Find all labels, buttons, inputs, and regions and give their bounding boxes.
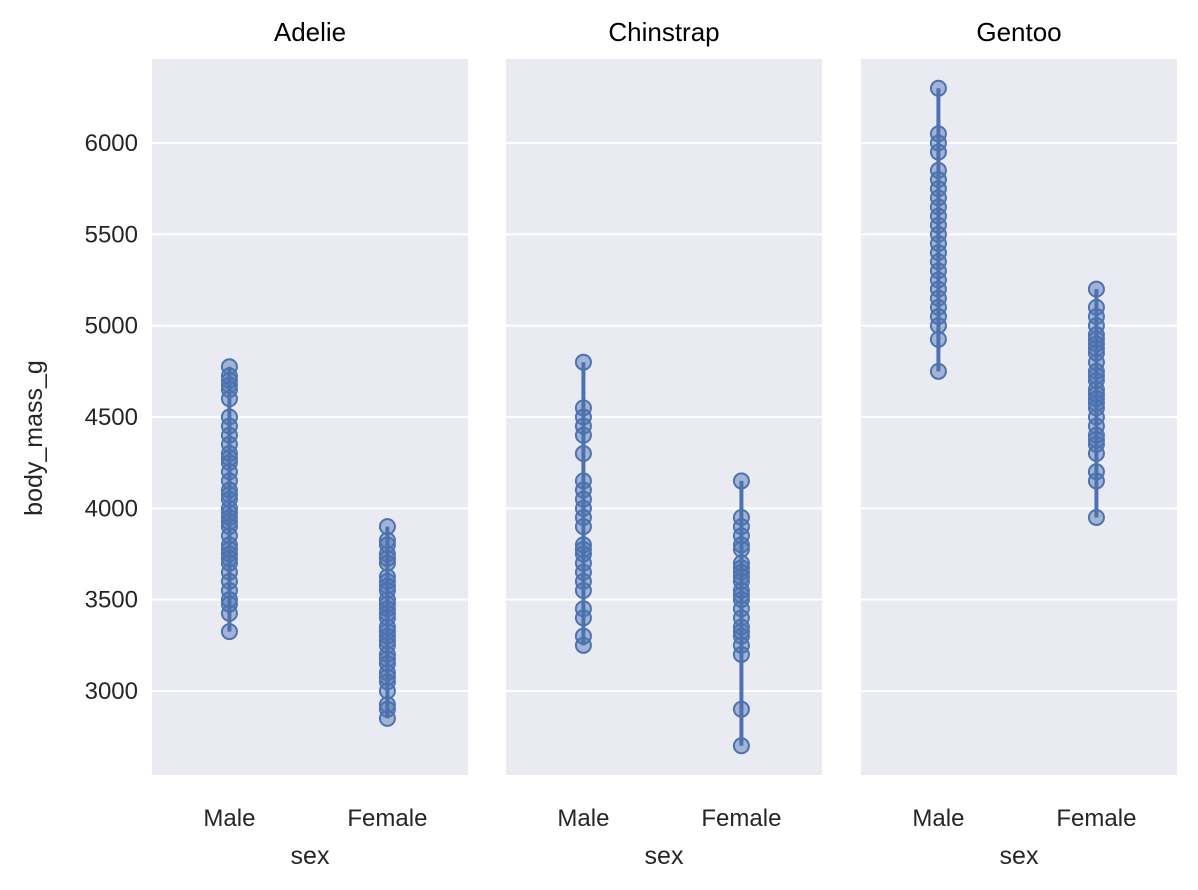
data-point [220, 486, 238, 504]
data-point [220, 408, 238, 426]
data-point [1087, 280, 1105, 298]
y-tick-label: 5000 [85, 313, 138, 340]
data-point [220, 540, 238, 558]
data-point [378, 572, 396, 590]
x-tick-label: Male [557, 805, 609, 832]
y-tick-label: 6000 [85, 130, 138, 157]
data-point [732, 472, 750, 490]
data-point [732, 559, 750, 577]
data-point [929, 330, 947, 348]
data-point [574, 399, 592, 417]
x-axis-label: sex [291, 842, 330, 870]
data-point [732, 700, 750, 718]
x-axis-label: sex [1000, 842, 1039, 870]
data-point [378, 623, 396, 641]
panel-chinstrap: Chinstrap Male Female sex [506, 17, 822, 870]
data-point [220, 504, 238, 522]
data-point [378, 650, 396, 668]
data-point [1087, 385, 1105, 403]
panel-title: Adelie [274, 17, 346, 47]
data-point [378, 518, 396, 536]
data-point [732, 586, 750, 604]
data-point [378, 595, 396, 613]
y-tick-label: 3000 [85, 678, 138, 705]
data-point [1087, 431, 1105, 449]
x-tick-label: Female [347, 805, 427, 832]
panel-title: Chinstrap [608, 17, 719, 47]
data-point [574, 472, 592, 490]
data-point [378, 550, 396, 568]
data-point [378, 696, 396, 714]
y-tick-label: 4000 [85, 495, 138, 522]
data-point [220, 449, 238, 467]
data-point [574, 627, 592, 645]
data-point [574, 540, 592, 558]
panel-gentoo: Gentoo Male Female sex [861, 17, 1177, 870]
data-point [574, 445, 592, 463]
data-point [732, 540, 750, 558]
data-point [220, 595, 238, 613]
data-point [574, 536, 592, 554]
x-tick-label: Male [203, 805, 255, 832]
data-point [378, 668, 396, 686]
data-point [929, 362, 947, 380]
data-point [1087, 298, 1105, 316]
data-point [220, 623, 238, 641]
data-point [929, 125, 947, 143]
data-point [1087, 367, 1105, 385]
data-point [574, 600, 592, 618]
facet-panels: 3000 3500 4000 4500 5000 5500 6000 Adelie Male Fe… [85, 17, 1177, 870]
data-point [220, 371, 238, 389]
data-point [220, 358, 238, 376]
data-point [732, 623, 750, 641]
x-axis-label: sex [645, 842, 684, 870]
data-point [378, 531, 396, 549]
panel-title: Gentoo [976, 17, 1061, 47]
data-point [1087, 508, 1105, 526]
y-tick-label: 3500 [85, 587, 138, 614]
data-point [1087, 463, 1105, 481]
panel-adelie: 3000 3500 4000 4500 5000 5500 6000 Adelie Male Fe… [85, 17, 468, 870]
data-point [378, 700, 396, 718]
data-point [378, 536, 396, 554]
data-point [929, 79, 947, 97]
x-tick-label: Male [912, 805, 964, 832]
data-point [732, 508, 750, 526]
data-point [1087, 330, 1105, 348]
data-point [732, 737, 750, 755]
x-tick-label: Female [1056, 805, 1136, 832]
data-point [929, 161, 947, 179]
y-tick-label: 4500 [85, 404, 138, 431]
y-axis-label: body_mass_g [20, 360, 48, 516]
data-point [574, 353, 592, 371]
y-tick-label: 5500 [85, 221, 138, 248]
x-tick-label: Female [701, 805, 781, 832]
data-point [378, 568, 396, 586]
data-point [732, 554, 750, 572]
